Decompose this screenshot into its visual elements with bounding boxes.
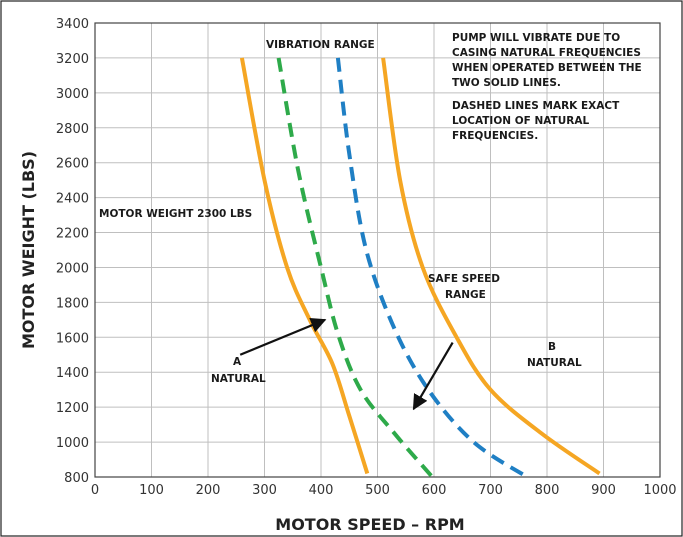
- annotation-note-1-line-1: PUMP WILL VIBRATE DUE TO: [452, 32, 620, 44]
- x-tick-label-6: 600: [422, 483, 447, 498]
- series-dashed-blue: [335, 57, 529, 479]
- annotation-b-letter: B: [548, 341, 556, 353]
- x-tick-label-2: 200: [196, 483, 221, 498]
- y-tick-label-0: 800: [64, 471, 89, 486]
- annotation-a-letter: A: [233, 356, 242, 368]
- y-tick-label-7: 2200: [56, 227, 89, 242]
- y-axis-ticks: 800 1000 1200 1400 1600 1800 2000 2200 2400 2600 2…: [56, 17, 89, 486]
- arrow-layer: [239, 318, 454, 411]
- x-tick-label-3: 300: [252, 483, 277, 498]
- series-layer: [239, 57, 601, 479]
- annotation-vibration-range: VIBRATION RANGE: [266, 39, 375, 51]
- series-solid-a: [239, 57, 370, 475]
- annotation-note-2-line-3: FREQUENCIES.: [452, 130, 538, 142]
- y-tick-label-3: 1400: [56, 366, 89, 381]
- y-tick-label-2: 1200: [56, 401, 89, 416]
- annotation-note-1-line-4: TWO SOLID LINES.: [452, 77, 561, 89]
- y-tick-label-5: 1800: [56, 296, 89, 311]
- y-tick-label-12: 3200: [56, 52, 89, 67]
- y-tick-label-10: 2800: [56, 122, 89, 137]
- y-tick-label-4: 1600: [56, 331, 89, 346]
- series-dashed-green: [276, 57, 434, 479]
- x-tick-label-7: 700: [478, 483, 503, 498]
- x-tick-label-8: 800: [535, 483, 560, 498]
- arrow-b: [412, 341, 454, 411]
- x-tick-label-10: 1000: [643, 483, 676, 498]
- x-tick-label-0: 0: [91, 483, 99, 498]
- plot-area-border: [94, 22, 661, 478]
- annotation-a-natural: NATURAL: [211, 373, 266, 385]
- x-tick-label-9: 900: [591, 483, 616, 498]
- annotation-safe-speed-line-1: SAFE SPEED: [428, 273, 500, 285]
- y-tick-label-9: 2600: [56, 157, 89, 172]
- annotation-note-2-line-2: LOCATION OF NATURAL: [452, 115, 589, 127]
- x-axis-ticks: 0 100 200 300 400 500 600 700 800 900 1000: [91, 483, 677, 498]
- y-tick-label-13: 3400: [56, 17, 89, 32]
- x-tick-label-4: 400: [309, 483, 334, 498]
- arrow-a: [239, 318, 327, 356]
- x-tick-label-1: 100: [139, 483, 164, 498]
- y-tick-label-1: 1000: [56, 436, 89, 451]
- annotation-motor-weight: MOTOR WEIGHT 2300 LBS: [99, 208, 252, 220]
- annotation-note-1-line-2: CASING NATURAL FREQUENCIES: [452, 47, 641, 59]
- y-tick-label-8: 2400: [56, 192, 89, 207]
- grid: [95, 23, 660, 477]
- y-tick-label-11: 3000: [56, 87, 89, 102]
- x-axis-title: MOTOR SPEED – RPM: [275, 515, 464, 534]
- annotation-note-2-line-1: DASHED LINES MARK EXACT: [452, 100, 620, 112]
- series-solid-b: [381, 57, 601, 476]
- annotation-b-natural: NATURAL: [527, 357, 582, 369]
- x-tick-label-5: 500: [365, 483, 390, 498]
- y-tick-label-6: 2000: [56, 261, 89, 276]
- annotation-safe-speed-line-2: RANGE: [445, 289, 486, 301]
- annotation-note-1-line-3: WHEN OPERATED BETWEEN THE: [452, 62, 642, 74]
- y-axis-title: MOTOR WEIGHT (LBS): [19, 151, 38, 349]
